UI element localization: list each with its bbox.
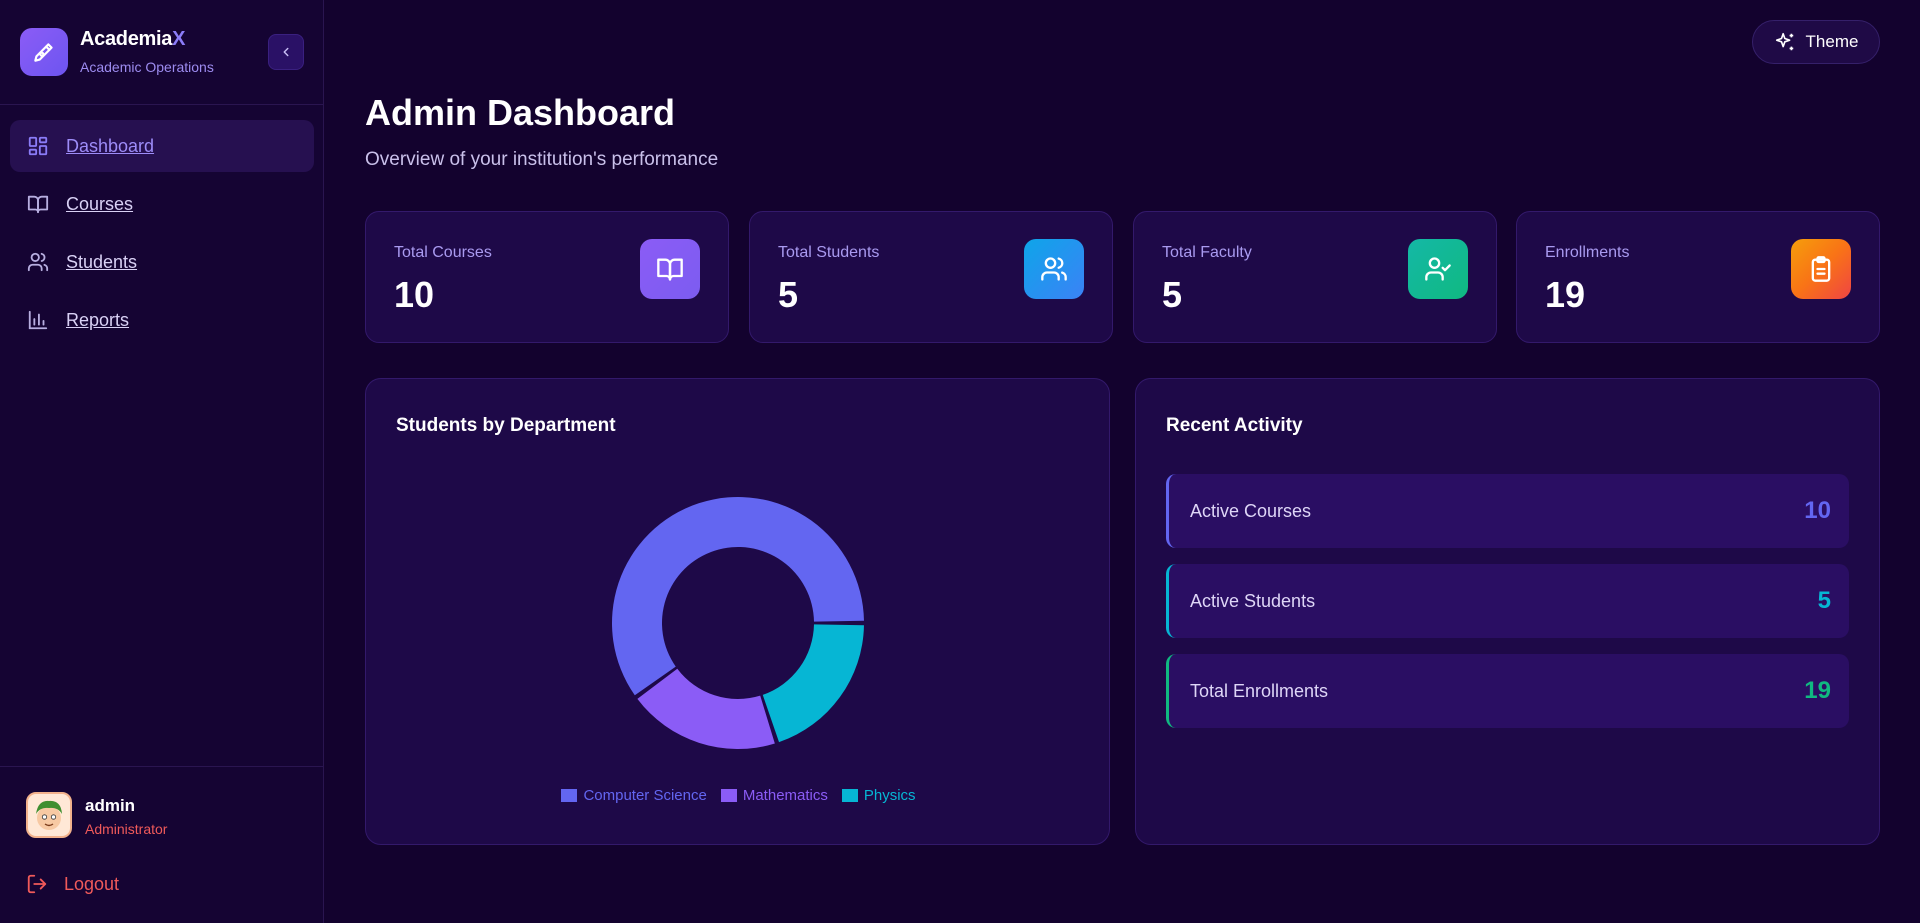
donut-slice-mathematics[interactable] <box>637 668 775 749</box>
user-check-icon <box>1408 239 1468 299</box>
brand-header: AcademiaX Academic Operations <box>0 0 323 105</box>
students-by-department-panel: Students by Department Computer Science M… <box>365 378 1110 845</box>
stat-label: Total Students <box>778 244 880 261</box>
legend-swatch <box>720 789 737 802</box>
book-open-icon <box>640 239 700 299</box>
sidebar-item-label: Courses <box>66 193 134 214</box>
theme-button[interactable]: Theme <box>1752 20 1880 64</box>
activity-label: Total Enrollments <box>1190 681 1329 701</box>
legend-label: Computer Science <box>583 787 707 804</box>
chart-legend: Computer Science Mathematics Physics <box>366 787 1111 804</box>
page-title: Admin Dashboard <box>365 92 676 133</box>
logout-icon <box>27 874 47 894</box>
brand-subtitle: Academic Operations <box>80 59 214 75</box>
legend-swatch <box>561 789 578 802</box>
department-donut-chart <box>612 497 864 749</box>
activity-label: Active Courses <box>1190 501 1312 521</box>
activity-value: 10 <box>1804 497 1831 524</box>
logout-button[interactable]: Logout <box>26 873 119 895</box>
pen-nib-logo-icon <box>20 28 68 76</box>
sidebar-item-students[interactable]: Students <box>10 236 314 288</box>
stat-value: 10 <box>394 274 435 315</box>
bar-chart-icon <box>26 308 50 332</box>
stat-card-total-courses: Total Courses 10 <box>365 211 729 343</box>
panel-title: Recent Activity <box>1166 415 1303 436</box>
sidebar-item-reports[interactable]: Reports <box>10 294 314 346</box>
stat-value: 5 <box>778 274 799 315</box>
stat-label: Enrollments <box>1545 244 1630 261</box>
stat-value: 19 <box>1545 274 1586 315</box>
avatar[interactable] <box>26 792 72 838</box>
stat-card-enrollments: Enrollments 19 <box>1516 211 1880 343</box>
book-icon <box>26 192 50 216</box>
chevron-left-icon <box>283 47 289 57</box>
donut-slice-computer-science[interactable] <box>612 497 864 696</box>
logout-label: Logout <box>64 873 120 894</box>
collapse-sidebar-button[interactable] <box>268 34 304 70</box>
sidebar-item-dashboard[interactable]: Dashboard <box>10 120 314 172</box>
page-subtitle: Overview of your institution's performan… <box>365 149 719 170</box>
legend-swatch <box>841 789 858 802</box>
sidebar-item-label: Students <box>66 251 138 272</box>
users-icon <box>26 250 50 274</box>
theme-button-label: Theme <box>1805 32 1859 51</box>
legend-label: Mathematics <box>742 787 828 804</box>
user-profile-section: admin Administrator Logout <box>0 766 323 923</box>
users-icon <box>1024 239 1084 299</box>
sidebar-item-courses[interactable]: Courses <box>10 178 314 230</box>
activity-value: 5 <box>1817 587 1831 614</box>
activity-value: 19 <box>1804 677 1831 704</box>
clipboard-icon <box>1791 239 1851 299</box>
donut-slice-physics[interactable] <box>762 624 864 743</box>
user-role: Administrator <box>85 821 168 837</box>
legend-item-computer-science[interactable]: Computer Science <box>561 787 707 804</box>
stat-card-total-students: Total Students 5 <box>749 211 1113 343</box>
sidebar: AcademiaX Academic Operations Dashboard … <box>0 0 324 923</box>
activity-label: Active Students <box>1190 591 1316 611</box>
sidebar-nav: Dashboard Courses Students Reports <box>10 120 314 352</box>
stat-value: 5 <box>1162 274 1183 315</box>
sidebar-item-label: Reports <box>66 309 130 330</box>
legend-item-mathematics[interactable]: Mathematics <box>720 787 828 804</box>
activity-item-active-courses: Active Courses 10 <box>1166 474 1849 548</box>
dashboard-grid-icon <box>26 134 50 158</box>
activity-item-active-students: Active Students 5 <box>1166 564 1849 638</box>
sidebar-item-label: Dashboard <box>66 135 155 156</box>
brand-name: AcademiaX <box>80 28 186 50</box>
user-name: admin <box>85 796 136 815</box>
legend-label: Physics <box>863 787 916 804</box>
sparkles-icon <box>1775 32 1793 51</box>
activity-item-total-enrollments: Total Enrollments 19 <box>1166 654 1849 728</box>
stat-label: Total Courses <box>394 244 492 261</box>
stat-label: Total Faculty <box>1162 244 1252 261</box>
stat-card-total-faculty: Total Faculty 5 <box>1133 211 1497 343</box>
panel-title: Students by Department <box>396 415 616 436</box>
recent-activity-panel: Recent Activity Active Courses 10 Active… <box>1135 378 1880 845</box>
legend-item-physics[interactable]: Physics <box>841 787 916 804</box>
